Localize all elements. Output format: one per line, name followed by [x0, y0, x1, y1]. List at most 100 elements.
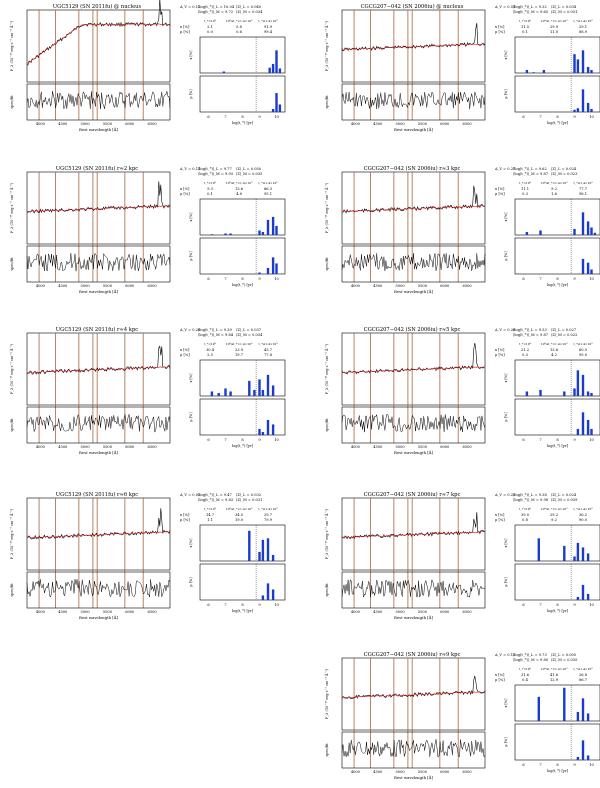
wave-tick-label: 5000 [396, 770, 406, 774]
ratio-frame [26, 406, 171, 444]
age-tick-label: 9 [258, 603, 261, 607]
histogram-axis-label: x [%] [189, 50, 193, 60]
wave-tick-label: 6500 [148, 284, 158, 288]
flux-axis-label: F_λ (10⁻¹⁶ erg s⁻¹ cm⁻² Å⁻¹) [324, 182, 329, 233]
bin-header: t_*<10⁸ [204, 342, 217, 346]
x-histogram: x [%] [504, 684, 600, 722]
x-row-value: 30.4 [206, 348, 215, 352]
mu-row-label: μ [%] [180, 30, 190, 34]
histogram-bar [563, 687, 566, 721]
histogram-bar [271, 257, 275, 274]
mu-histogram: μ [%] [189, 563, 286, 601]
histogram-bar [593, 232, 597, 235]
av-value: A_V = 0.23 [494, 493, 516, 497]
x-histogram: x [%] [189, 359, 286, 397]
spectrum-frame [341, 497, 486, 571]
histogram-bar [586, 262, 590, 274]
wave-tick-label: 6500 [463, 770, 473, 774]
histogram-bar [261, 389, 265, 396]
logt-light: ⟨log(t_*)⟩_L = 9.47 [198, 493, 232, 497]
x-row-value: 29.9 [550, 25, 559, 29]
histogram-bar [576, 370, 580, 396]
histogram-bar [581, 374, 585, 396]
bin-header: 10⁸≤t_*<1.4×10⁹ [541, 19, 568, 23]
histogram-bar [258, 428, 261, 435]
ratio-curve [26, 252, 171, 272]
flux-axis-label: F_λ (10⁻¹⁶ erg s⁻¹ cm⁻² Å⁻¹) [324, 668, 329, 719]
histogram-bar [573, 54, 576, 73]
z-mass: ⟨Z⟩_M = 0.039 [551, 498, 578, 502]
spectrum-frame [341, 332, 486, 406]
bin-header: t_*<10⁸ [519, 507, 532, 511]
model-spectrum [341, 43, 486, 51]
wave-tick-label: 6000 [125, 445, 135, 449]
ratio-curve [341, 738, 486, 758]
histogram-frame [514, 198, 600, 236]
histogram-axis-label: μ [%] [189, 89, 193, 99]
bin-header: 10⁸≤t_*<1.4×10⁹ [541, 181, 568, 185]
bin-header: t_*<10⁸ [519, 181, 532, 185]
observed-spectrum [341, 342, 486, 375]
histogram-bar [581, 212, 585, 235]
model-spectrum [26, 23, 171, 65]
age-tick-label: 10 [274, 277, 279, 281]
bin-header: 10⁸≤t_*<1.4×10⁹ [541, 342, 568, 346]
model-spectrum [341, 531, 486, 539]
age-tick-label: 7 [539, 603, 542, 607]
histogram-bar [563, 391, 566, 396]
histogram-bar [266, 538, 270, 561]
age-tick-label: 8 [556, 603, 559, 607]
histogram-bar [586, 391, 590, 396]
age-tick-label: 6 [522, 603, 525, 607]
av-value: A_V = 0.11 [179, 167, 200, 171]
histogram-bar [271, 554, 275, 561]
histogram-bar [258, 230, 261, 235]
histogram-bar [581, 89, 585, 112]
x-row-value: 5.8 [236, 25, 242, 29]
x-row-label: x [%] [180, 187, 190, 191]
av-value: A_V = 0.26 [494, 328, 516, 332]
wave-tick-label: 5500 [418, 445, 428, 449]
age-tick-label: 10 [589, 115, 594, 119]
wave-tick-label: 6000 [440, 284, 450, 288]
x-row-value: 60.5 [579, 348, 588, 352]
model-spectrum [27, 531, 171, 539]
histogram-bar [590, 108, 593, 112]
ratio-curve [341, 91, 486, 110]
wave-tick-label: 6000 [440, 122, 450, 126]
x-row-label: x [%] [495, 25, 505, 29]
mu-row-value: 0.3 [522, 353, 528, 357]
wave-tick-label: 5000 [396, 122, 406, 126]
logt-mass: ⟨log(t_*)⟩_M = 9.87 [513, 333, 549, 337]
age-tick-label: 6 [522, 277, 525, 281]
wave-axis-label: Rest wavelength [Å] [394, 775, 433, 780]
wave-tick-label: 5500 [103, 445, 113, 449]
wave-tick-label: 5000 [396, 610, 406, 614]
age-axis-label: log(t_*) [yr] [232, 444, 254, 448]
histogram-bar [261, 231, 265, 235]
histogram-bar [258, 551, 261, 561]
histogram-frame [199, 359, 286, 397]
z-light: ⟨Z⟩_L = 0.037 [236, 328, 262, 332]
mu-row-value: 0.1 [522, 30, 528, 34]
age-tick-label: 9 [573, 277, 576, 281]
mu-histogram: μ [%] [504, 723, 600, 761]
logt-mass: ⟨log(t_*)⟩_M = 9.84 [198, 333, 234, 337]
bin-header: t_*≥1.4×10⁹ [258, 19, 278, 23]
spectrum-frame [26, 497, 171, 571]
z-light: ⟨Z⟩_L = 0.005 [551, 653, 577, 657]
histogram-bar [573, 109, 576, 112]
x-histogram: x [%] [504, 36, 600, 74]
histogram-bar [266, 267, 270, 274]
x-row-label: x [%] [180, 513, 190, 517]
panel: UGC5129 (SN 2011fu) @ nucleus F_λ (10⁻¹⁶ … [9, 0, 286, 132]
wave-tick-label: 4000 [36, 284, 46, 288]
age-tick-label: 6 [522, 115, 525, 119]
wave-axis-label: Rest wavelength [Å] [394, 289, 433, 294]
wave-tick-label: 6500 [148, 610, 158, 614]
ratio-axis-label: spec/fit [325, 418, 329, 432]
histogram-axis-label: μ [%] [504, 412, 508, 422]
wave-tick-label: 4500 [58, 122, 68, 126]
age-tick-label: 10 [589, 438, 594, 442]
